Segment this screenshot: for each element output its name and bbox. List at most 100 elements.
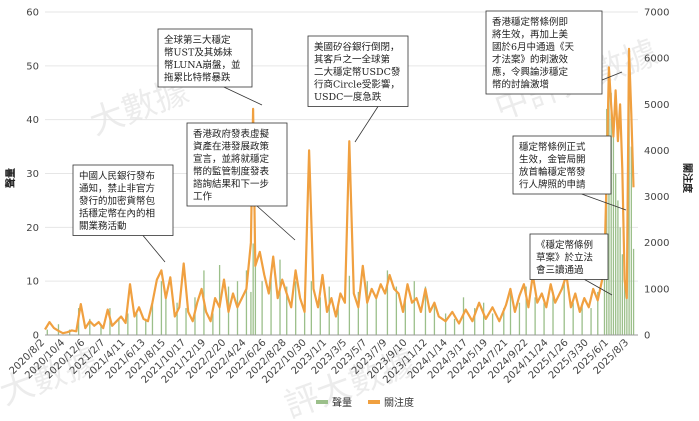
annotation-text: 括穩定幣在內的相 (79, 208, 155, 220)
annotation-text: USDC一度急跌 (314, 91, 382, 103)
annotation-leader (142, 235, 166, 263)
y-right-tick-label: 4000 (644, 146, 669, 157)
annotation-box (186, 122, 288, 207)
bar (563, 270, 565, 335)
bar (46, 329, 48, 335)
annotation-text: 行人牌照的申請 (519, 179, 586, 191)
legend-swatch-attention (368, 400, 380, 404)
annotation-text: 發行的加密貨幣包 (79, 195, 156, 207)
bar (270, 275, 272, 335)
bar (518, 302, 521, 335)
annotation-box (512, 135, 612, 195)
y-right-tick-label: 7000 (644, 8, 669, 19)
annotation-text: 通知，禁止非官方 (79, 183, 155, 195)
y-right-tick-label: 0 (644, 331, 650, 342)
annotation-text: 幣的監管制度發表 (193, 166, 270, 178)
bar (474, 308, 476, 335)
annotation-text: 資產在港發展政策 (193, 141, 270, 153)
y-right-tick-label: 2000 (644, 238, 669, 249)
bar (619, 227, 621, 335)
annotation-text: 全球第三大穩定 (164, 34, 231, 46)
bar (136, 313, 138, 335)
annotation-text: 將生效，再加上美 (492, 29, 569, 41)
bar (572, 302, 574, 335)
y-left-ticks: 0 10 20 30 40 50 60 (26, 8, 39, 342)
bar (303, 291, 306, 335)
bar (89, 318, 91, 335)
bar (632, 248, 635, 335)
bar (250, 291, 252, 335)
bar (413, 281, 415, 335)
annotation-text: 香港政府發表虛擬 (193, 128, 270, 140)
bar (552, 291, 554, 335)
bar (590, 308, 592, 335)
bar (491, 313, 494, 335)
bar (630, 146, 632, 335)
annotation-text: 放首輪穩定幣發 (519, 166, 586, 178)
bar (212, 313, 214, 335)
y-right-tick-label: 1000 (644, 284, 669, 295)
annotation-text: 宣言，並將就穩定 (193, 153, 270, 165)
bar (534, 297, 536, 335)
annotation-leader (354, 106, 379, 143)
bar (319, 297, 321, 335)
bar (261, 281, 263, 335)
bar (424, 286, 427, 335)
y-left-tick-label: 10 (26, 277, 39, 288)
annotation-text: 會三讀通過 (536, 264, 584, 276)
annotation-leader (256, 205, 296, 241)
bar (254, 254, 257, 335)
annotation-text: 二大穩定幣USDC發 (314, 66, 401, 78)
bar (543, 302, 545, 335)
annotation-text: 應，令興論涉穩定 (492, 66, 569, 78)
annotation-text: 幣的討論激增 (492, 79, 549, 91)
bar (404, 297, 406, 335)
annotation-text: 才法案》的刺激效 (492, 54, 569, 66)
bar (626, 291, 628, 335)
annotation-text: 《穩定幣條例 (536, 239, 593, 251)
y-left-tick-label: 40 (26, 115, 39, 126)
y-right-tick-label: 3000 (644, 192, 669, 203)
bar (366, 281, 368, 335)
bar (617, 200, 619, 335)
annotation-text: 生效，金管局開 (519, 154, 586, 166)
annotation-box (529, 233, 609, 280)
bar (245, 270, 248, 335)
bar (503, 308, 505, 335)
bar (185, 308, 187, 335)
bar (606, 108, 608, 336)
y-left-axis-title: 聲量 (4, 168, 17, 188)
annotation-text: 幣UST及其姊妹 (164, 47, 233, 59)
legend-label-volume: 聲量 (332, 396, 352, 409)
annotation-text: 中國人民銀行發布 (79, 170, 155, 182)
annotation-box (72, 164, 174, 236)
bar (348, 275, 351, 335)
bar (433, 302, 436, 335)
annotation-text: 香港穩定幣條例即 (492, 16, 568, 28)
bar (608, 76, 610, 335)
y-left-tick-label: 60 (26, 8, 39, 19)
bar (165, 291, 167, 335)
annotation-text: 關業務活動 (79, 220, 127, 232)
bar (252, 243, 254, 335)
bar (453, 318, 456, 335)
bar (118, 318, 120, 335)
y-left-tick-label: 20 (26, 223, 39, 234)
bar (279, 259, 281, 335)
y-right-ticks: 0 1000 2000 3000 4000 5000 6000 7000 (644, 8, 669, 342)
bar (395, 286, 398, 335)
bar (525, 286, 527, 335)
annotation-text: 工作 (193, 191, 213, 203)
annotation-text: 其客戶之一全球第 (314, 54, 390, 66)
bar (628, 49, 630, 335)
annotation-text: 幣LUNA崩盤，並 (164, 59, 240, 71)
bar (145, 318, 147, 335)
legend: 聲量 關注度 (316, 396, 414, 409)
annotation-text: 諮詢結果和下一步 (193, 178, 269, 190)
bar (328, 286, 330, 335)
bar (176, 302, 178, 335)
bar (337, 302, 339, 335)
annotation-leader (584, 279, 613, 296)
bar (444, 313, 447, 335)
